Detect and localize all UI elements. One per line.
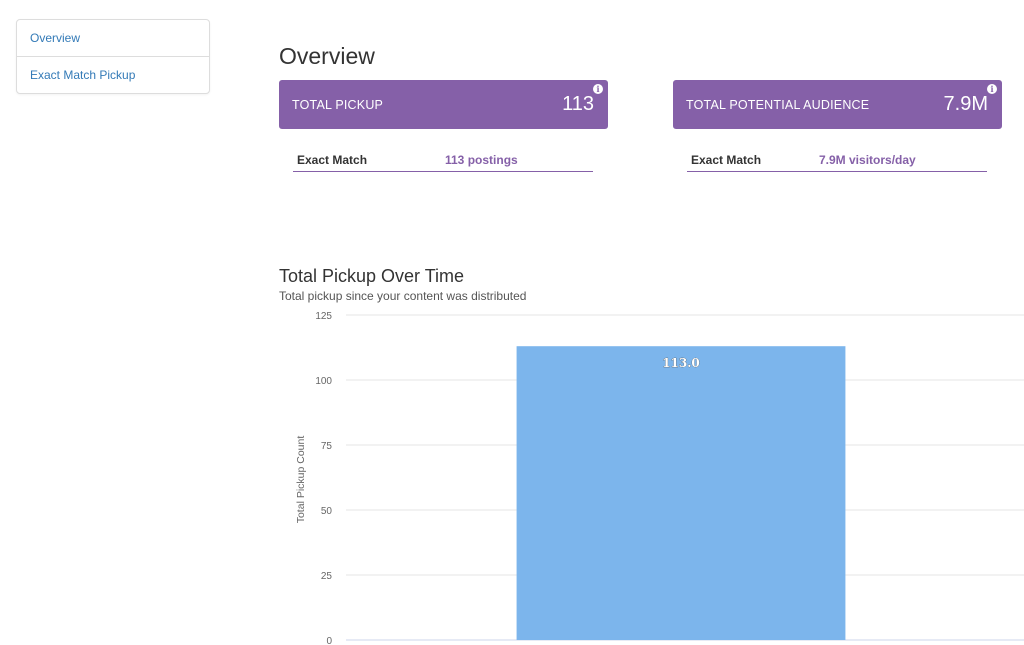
y-tick-label: 0 xyxy=(326,636,332,645)
y-tick-label: 50 xyxy=(321,506,333,517)
y-tick-label: 100 xyxy=(315,376,332,387)
total-potential-audience-label: TOTAL POTENTIAL AUDIENCE xyxy=(686,98,870,112)
sidebar-item-overview[interactable]: Overview xyxy=(30,31,81,45)
y-axis-label: Total Pickup Count xyxy=(295,436,307,524)
exact-match-label: Exact Match xyxy=(691,153,762,167)
info-icon[interactable]: i xyxy=(987,84,997,94)
y-tick-label: 75 xyxy=(321,441,333,452)
y-tick-label: 25 xyxy=(321,571,333,582)
exact-match-label: Exact Match xyxy=(297,153,368,167)
chart-subtitle: Total pickup since your content was dist… xyxy=(279,289,527,303)
sidebar-item-exact-match-pickup[interactable]: Exact Match Pickup xyxy=(17,56,209,93)
page-title: Overview xyxy=(279,43,375,69)
sidebar-nav: Overview Exact Match Pickup xyxy=(16,19,210,94)
total-potential-audience-card: TOTAL POTENTIAL AUDIENCE 7.9M i xyxy=(673,80,1002,129)
chart-title: Total Pickup Over Time xyxy=(279,266,465,286)
total-pickup-exact-match-row: Exact Match 113 postings xyxy=(293,150,593,172)
total-pickup-value: 113 xyxy=(562,93,594,115)
exact-match-visitors-value: 7.9M visitors/day xyxy=(819,153,916,167)
total-pickup-label: TOTAL PICKUP xyxy=(292,98,384,112)
total-pickup-card: TOTAL PICKUP 113 i xyxy=(279,80,608,129)
total-potential-audience-value: 7.9M xyxy=(943,93,988,115)
bar xyxy=(516,346,846,640)
info-icon[interactable]: i xyxy=(593,84,603,94)
bar-data-label: 113.0 xyxy=(662,356,700,370)
exact-match-postings-value: 113 postings xyxy=(445,153,518,167)
audience-exact-match-row: Exact Match 7.9M visitors/day xyxy=(687,150,987,172)
y-tick-label: 125 xyxy=(315,311,332,322)
